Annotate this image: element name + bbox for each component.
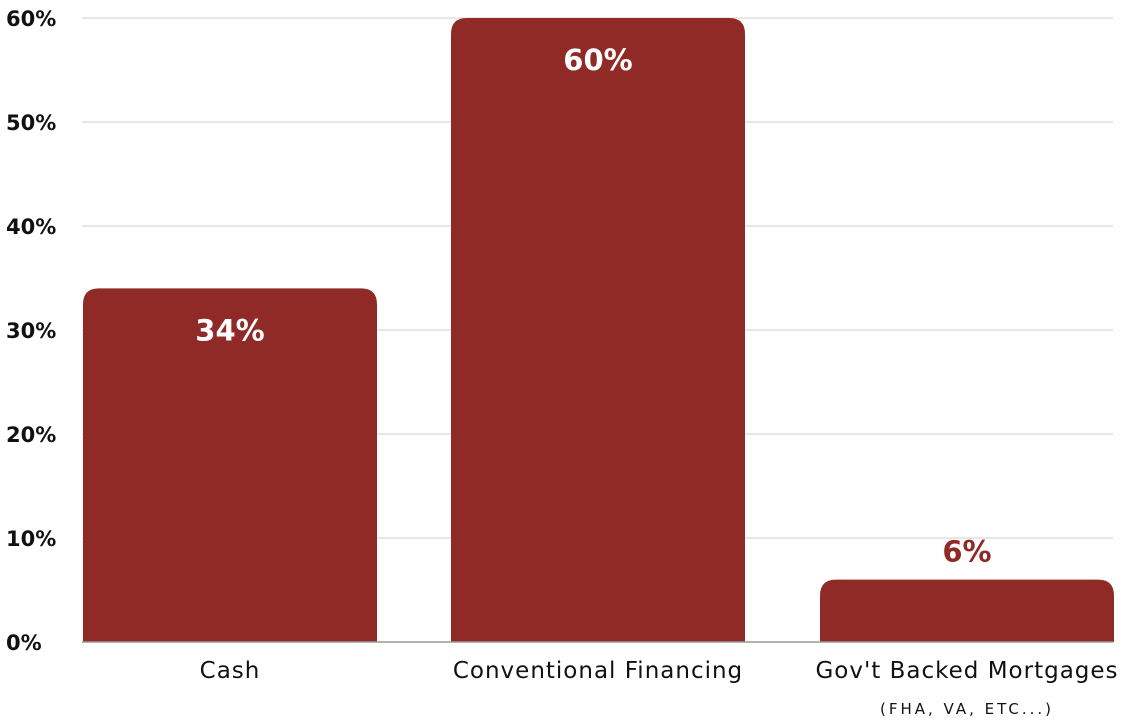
- data-labels: 34% 60% 6%: [195, 43, 991, 569]
- bar-gov-t-backed-mortgages: [820, 579, 1114, 642]
- bar-conventional-financing: [451, 18, 745, 642]
- data-label: 60%: [563, 43, 632, 77]
- y-axis-tick-labels: 0% 10% 20% 30% 40% 50% 60%: [6, 7, 56, 655]
- x-category-label: Gov't Backed Mortgages: [815, 658, 1118, 684]
- y-tick-label: 30%: [6, 319, 56, 343]
- x-axis-category-labels: Cash Conventional Financing Gov't Backed M…: [200, 658, 1118, 718]
- x-category-sublabel: (FHA, VA, ETC...): [880, 700, 1054, 718]
- data-label: 6%: [942, 535, 991, 569]
- x-category-label: Cash: [200, 658, 261, 684]
- y-tick-label: 0%: [6, 631, 42, 655]
- y-tick-label: 10%: [6, 527, 56, 551]
- y-tick-label: 40%: [6, 215, 56, 239]
- bars: [83, 18, 1114, 642]
- y-tick-label: 50%: [6, 111, 56, 135]
- bar-cash: [83, 288, 377, 642]
- y-tick-label: 60%: [6, 7, 56, 31]
- x-category-label: Conventional Financing: [453, 658, 743, 684]
- data-label: 34%: [195, 313, 264, 347]
- y-tick-label: 20%: [6, 423, 56, 447]
